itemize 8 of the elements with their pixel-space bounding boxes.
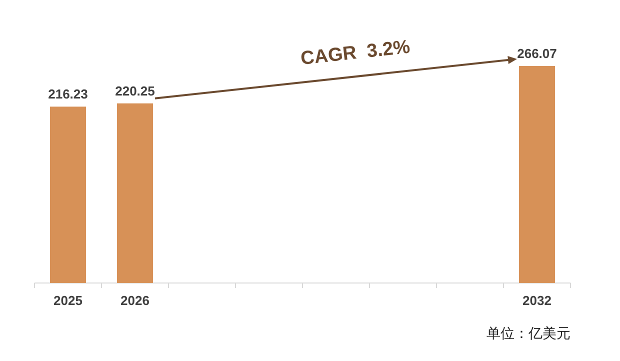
x-tick-label: 2025	[54, 293, 82, 308]
x-tick-label: 2026	[120, 293, 150, 308]
x-tick-label: 2032	[522, 293, 552, 308]
data-label: 216.23	[48, 86, 88, 102]
text: 单位：亿美元	[486, 325, 570, 341]
data-label: 266.07	[517, 46, 557, 61]
data-label: 220.25	[115, 83, 155, 98]
annotation: CAGR 3.2%	[300, 36, 412, 70]
